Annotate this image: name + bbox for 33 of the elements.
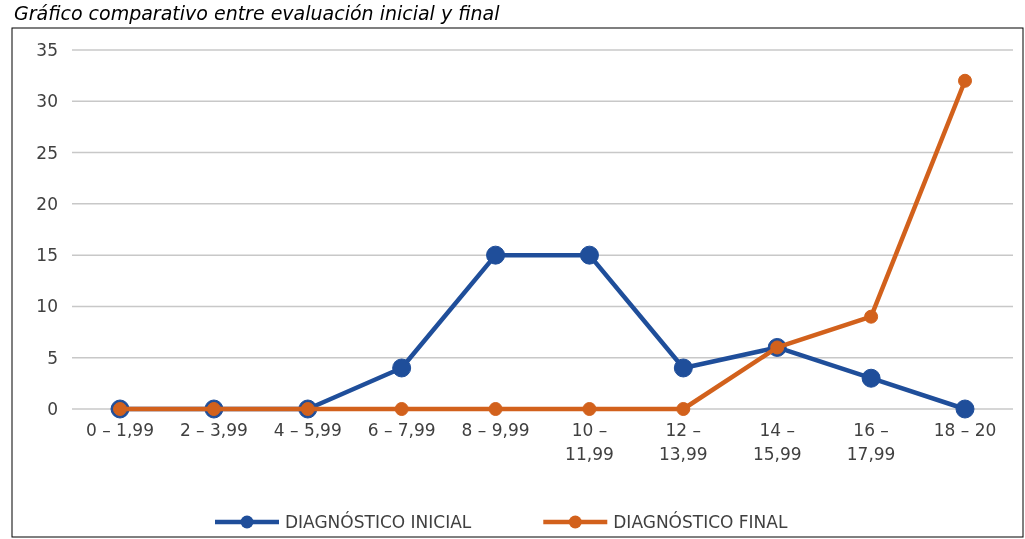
point xyxy=(958,73,972,88)
y-tick-label: 30 xyxy=(36,91,58,112)
legend-label: DIAGNÓSTICO FINAL xyxy=(613,511,788,532)
y-tick-label: 20 xyxy=(36,193,58,214)
x-tick-label: 18 – 20 xyxy=(933,420,997,440)
point xyxy=(486,245,506,265)
x-tick-label: 10 – 11,99 xyxy=(565,420,614,464)
x-tick-label: 14 – 15,99 xyxy=(752,420,802,464)
chart-title: Gráfico comparativo entre evaluación inicial y final xyxy=(14,2,501,24)
point xyxy=(582,402,597,416)
x-tick-label: 4 – 5,99 xyxy=(273,420,342,440)
point xyxy=(673,358,693,378)
y-tick-label: 25 xyxy=(36,142,58,163)
y-tick-label: 0 xyxy=(47,398,58,419)
point xyxy=(864,309,879,324)
point xyxy=(676,402,691,416)
legend-label: DIAGNÓSTICO INICIAL xyxy=(285,511,472,532)
y-tick-label: 15 xyxy=(36,245,58,266)
x-tick-label: 8 – 9,99 xyxy=(461,420,530,440)
x-tick-label: 16 – 17,99 xyxy=(846,420,896,464)
point xyxy=(861,368,881,388)
point xyxy=(579,245,599,265)
y-tick-label: 35 xyxy=(36,39,58,60)
x-tick-label: 0 – 1,99 xyxy=(86,420,154,440)
point xyxy=(392,358,412,378)
x-tick-label: 6 – 7,99 xyxy=(367,420,436,440)
point xyxy=(394,402,409,416)
point xyxy=(488,402,503,416)
y-tick-label: 10 xyxy=(36,296,58,317)
point xyxy=(955,399,975,419)
x-tick-label: 12 – 13,99 xyxy=(659,420,708,464)
x-tick-label: 2 – 3,99 xyxy=(179,420,248,440)
y-tick-label: 5 xyxy=(47,347,58,368)
